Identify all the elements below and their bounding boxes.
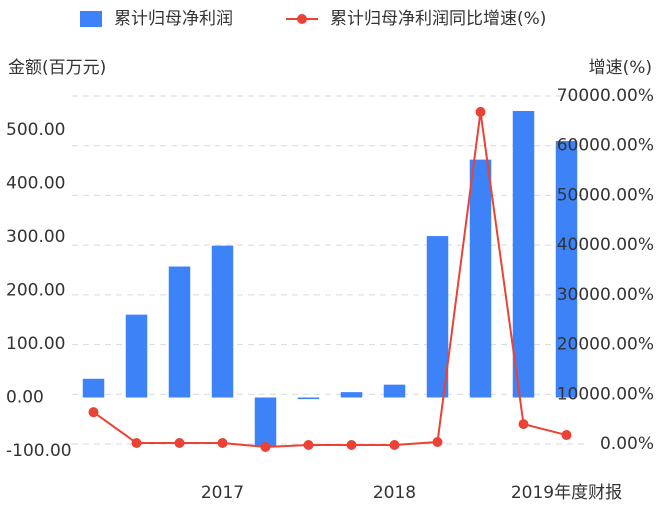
bar (512, 110, 535, 398)
legend-label: 累计归母净利润同比增速(%) (330, 9, 546, 29)
x-tick-label: 2017 (201, 483, 244, 503)
y-tick-label: 500.00 (6, 120, 65, 140)
legend-swatch (297, 14, 307, 24)
y2-tick-label: 40000.00% (557, 235, 654, 255)
point (475, 106, 486, 117)
point (131, 438, 142, 449)
bar (211, 245, 234, 398)
bar (469, 159, 492, 398)
y2-tick-label: 60000.00% (557, 136, 654, 156)
bar (297, 397, 320, 400)
point (518, 419, 529, 430)
point (174, 438, 185, 449)
y2-tick-label: 0.00% (600, 434, 654, 454)
bar (340, 392, 363, 398)
point (88, 407, 99, 418)
legend-swatch (80, 11, 102, 27)
point (389, 439, 400, 450)
y2-tick-label: 20000.00% (557, 335, 654, 355)
point (217, 438, 228, 449)
y-tick-label: -100.00 (6, 441, 72, 461)
y-tick-label: 200.00 (6, 281, 65, 301)
y2-tick-label: 30000.00% (557, 285, 654, 305)
x-tick-label: 2018 (373, 483, 416, 503)
bar (383, 384, 406, 398)
point (260, 441, 271, 452)
bar (555, 140, 578, 398)
y-axis-title: 金额(百万元) (8, 58, 106, 78)
y-tick-label: 100.00 (6, 334, 65, 354)
bar (168, 266, 191, 398)
point (561, 430, 572, 441)
y-tick-label: 0.00 (6, 387, 44, 407)
y2-tick-label: 50000.00% (557, 185, 654, 205)
legend-label: 累计归母净利润 (114, 9, 233, 29)
y2-tick-label: 10000.00% (557, 384, 654, 404)
bar (426, 236, 449, 398)
y-tick-label: 400.00 (6, 174, 65, 194)
point (346, 439, 357, 450)
bar (125, 314, 148, 398)
line (92, 111, 567, 448)
y-tick-label: 300.00 (6, 227, 65, 247)
y2-axis-title: 增速(%) (589, 58, 652, 78)
point (303, 439, 314, 450)
bar (254, 397, 277, 447)
y2-tick-label: 70000.00% (557, 86, 654, 106)
point (432, 437, 443, 448)
x-tick-label: 2019年度财报 (511, 483, 622, 503)
bar (82, 378, 105, 398)
